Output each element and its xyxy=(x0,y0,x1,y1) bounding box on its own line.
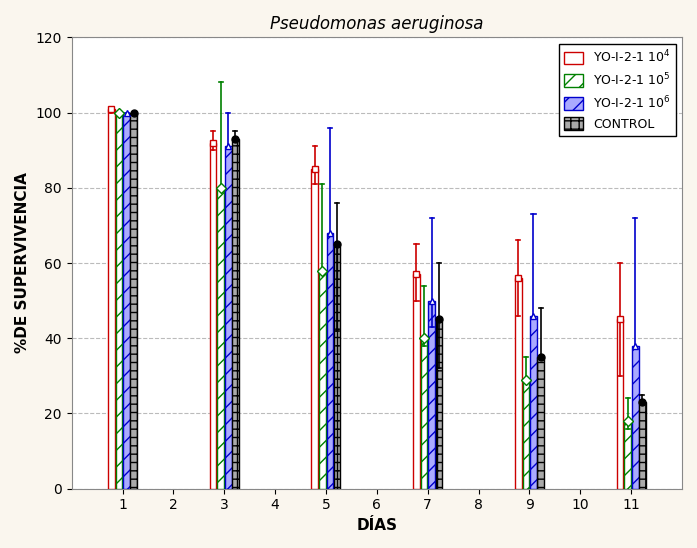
Bar xyxy=(515,278,521,489)
Bar xyxy=(413,275,420,489)
Bar xyxy=(217,188,224,489)
Bar xyxy=(130,112,137,489)
Bar xyxy=(334,244,340,489)
Bar xyxy=(421,338,427,489)
Bar xyxy=(625,421,631,489)
Bar xyxy=(429,301,435,489)
Bar xyxy=(232,139,239,489)
Y-axis label: %DE SUPERVIVENCIA: %DE SUPERVIVENCIA xyxy=(15,173,30,353)
Bar xyxy=(108,109,114,489)
Bar xyxy=(617,319,623,489)
Bar xyxy=(632,346,638,489)
Bar xyxy=(225,146,231,489)
Bar xyxy=(312,169,318,489)
Bar xyxy=(639,402,645,489)
Bar xyxy=(123,112,130,489)
Bar xyxy=(319,271,325,489)
Legend: YO-I-2-1 10$^{4}$, YO-I-2-1 10$^{5}$, YO-I-2-1 10$^{6}$, CONTROL: YO-I-2-1 10$^{4}$, YO-I-2-1 10$^{5}$, YO… xyxy=(560,44,676,136)
Bar xyxy=(327,233,333,489)
Bar xyxy=(523,380,529,489)
Bar xyxy=(537,357,544,489)
Bar xyxy=(530,316,537,489)
X-axis label: DÍAS: DÍAS xyxy=(356,518,397,533)
Bar xyxy=(116,112,122,489)
Title: Pseudomonas aeruginosa: Pseudomonas aeruginosa xyxy=(270,15,484,33)
Bar xyxy=(436,319,442,489)
Bar xyxy=(210,142,216,489)
